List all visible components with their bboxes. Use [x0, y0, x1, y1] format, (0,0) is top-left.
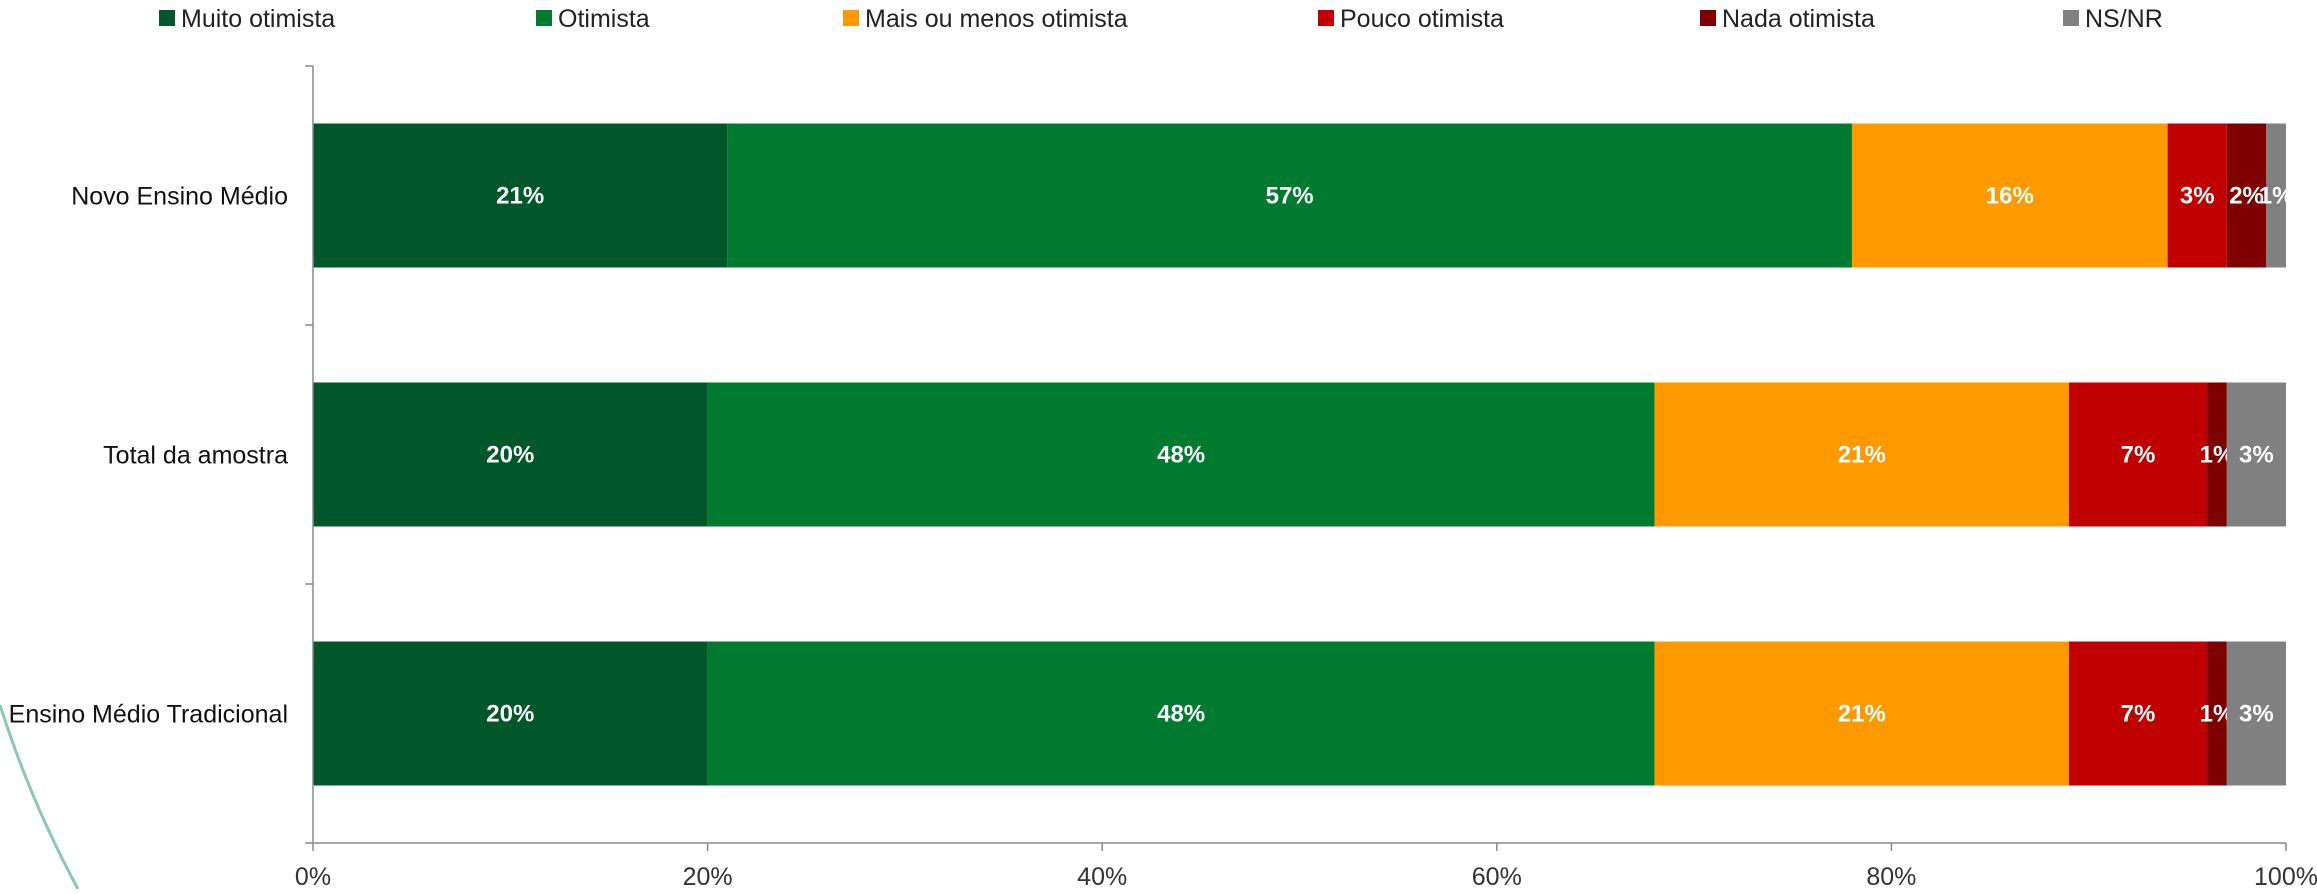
- data-label: 2%: [2229, 183, 2264, 210]
- bar-row-novo-ensino-medio: Novo Ensino Médio 21% 57% 16% 3% 2%1%: [71, 123, 2294, 268]
- data-label: 20%: [486, 442, 534, 469]
- x-tick-label: 40%: [1077, 863, 1127, 889]
- legend-label: Muito otimista: [181, 5, 335, 33]
- bar-segment-otimista: [727, 123, 1852, 268]
- bar-segment-nada-otimista: [2207, 382, 2227, 527]
- legend-swatch: [1700, 10, 1716, 26]
- legend-item-muito-otimista: Muito otimista: [159, 5, 335, 33]
- bar-segment-muito-otimista: [313, 382, 708, 527]
- legend: Muito otimista Otimista Mais ou menos otim…: [159, 5, 2163, 33]
- bar-segment-pouco-otimista: [2167, 123, 2227, 268]
- bar-segment-nada-otimista: [2207, 641, 2227, 786]
- x-tick-label: 0%: [295, 863, 331, 889]
- data-label: 16%: [1986, 183, 2034, 210]
- axes-group: 0% 20% 40% 60% 80% 100%: [295, 65, 2317, 891]
- bar-segment-pouco-otimista: [2068, 641, 2208, 786]
- data-label: 3%: [2239, 442, 2274, 469]
- category-label: Total da amostra: [103, 442, 288, 470]
- category-label: Novo Ensino Médio: [71, 183, 288, 211]
- bar-segment-ns-nr: [2226, 641, 2286, 786]
- bar-row-total-da-amostra: Total da amostra 20% 48% 21% 7% 1% 3%: [103, 382, 2286, 527]
- data-label: 21%: [1838, 442, 1886, 469]
- bar-segment-nada-otimista: [2226, 123, 2267, 268]
- legend-item-nada-otimista: Nada otimista: [1700, 5, 1875, 33]
- bar-row-ensino-medio-tradicional: Ensino Médio Tradicional 20% 48% 21% 7% 1% 3%: [9, 641, 2286, 786]
- legend-item-otimista: Otimista: [536, 5, 650, 33]
- legend-label: Otimista: [558, 5, 650, 33]
- data-label: 57%: [1266, 183, 1314, 210]
- data-label: 7%: [2121, 701, 2156, 728]
- data-label: 48%: [1157, 701, 1205, 728]
- bar-segment-otimista: [707, 641, 1655, 786]
- data-label: 21%: [496, 183, 544, 210]
- bar-segment-mais-ou-menos-otimista: [1851, 123, 2168, 268]
- legend-swatch: [1318, 10, 1334, 26]
- bar-segment-muito-otimista: [313, 641, 708, 786]
- legend-item-pouco-otimista: Pouco otimista: [1318, 5, 1504, 33]
- bar-segment-mais-ou-menos-otimista: [1654, 641, 2069, 786]
- bar-segment-ns-nr: [2266, 123, 2286, 268]
- bar-segment-muito-otimista: [313, 123, 728, 268]
- legend-swatch: [843, 10, 859, 26]
- legend-label: NS/NR: [2085, 5, 2163, 33]
- data-label: 3%: [2180, 183, 2215, 210]
- legend-item-mais-ou-menos-otimista: Mais ou menos otimista: [843, 5, 1128, 33]
- data-label: 48%: [1157, 442, 1205, 469]
- data-label: 21%: [1838, 701, 1886, 728]
- category-label: Ensino Médio Tradicional: [9, 701, 288, 729]
- legend-item-ns-nr: NS/NR: [2063, 5, 2163, 33]
- bar-segment-ns-nr: [2226, 382, 2286, 527]
- legend-swatch: [159, 10, 175, 26]
- legend-label: Mais ou menos otimista: [865, 5, 1128, 33]
- x-tick-label: 60%: [1472, 863, 1522, 889]
- bars-group: Novo Ensino Médio 21% 57% 16% 3% 2%1% Total da…: [9, 123, 2294, 786]
- legend-swatch: [2063, 10, 2079, 26]
- legend-swatch: [536, 10, 552, 26]
- data-label: 1%: [2259, 183, 2294, 210]
- bar-segment-mais-ou-menos-otimista: [1654, 382, 2069, 527]
- x-tick-label: 20%: [683, 863, 733, 889]
- bar-segment-otimista: [707, 382, 1655, 527]
- x-tick-label: 100%: [2254, 863, 2317, 889]
- data-label: 7%: [2121, 442, 2156, 469]
- data-label: 20%: [486, 701, 534, 728]
- legend-label: Pouco otimista: [1340, 5, 1504, 33]
- decorative-curve: [0, 704, 80, 890]
- data-label: 3%: [2239, 701, 2274, 728]
- legend-label: Nada otimista: [1722, 5, 1875, 33]
- bar-segment-pouco-otimista: [2068, 382, 2208, 527]
- x-tick-label: 80%: [1866, 863, 1916, 889]
